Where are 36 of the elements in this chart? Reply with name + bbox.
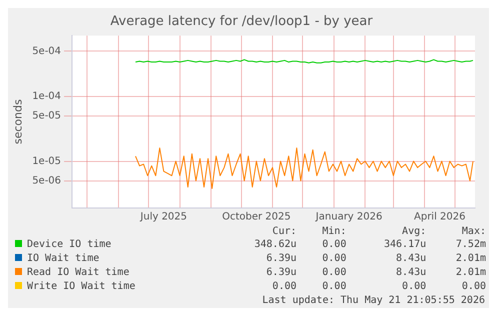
y-tick-label: 5e-04 xyxy=(32,46,62,57)
text: 0.00 xyxy=(321,266,346,280)
legend-label: IO Wait time xyxy=(26,252,100,266)
x-tick-label: April 2026 xyxy=(414,212,466,223)
text: Min: xyxy=(321,226,346,238)
text: 0.00 xyxy=(460,280,486,294)
y-tick-label: 1e-04 xyxy=(32,91,62,102)
y-tick-label: 1e-05 xyxy=(32,156,62,167)
legend-label: Read IO Wait time xyxy=(26,266,130,280)
text: 0.00 xyxy=(321,238,346,252)
text: 0.00 xyxy=(401,280,426,294)
text: 348.62u xyxy=(253,238,297,252)
text: Last update: Thu May 21 21:05:55 2026 xyxy=(261,294,486,308)
legend-label: Device IO time xyxy=(26,238,112,252)
text: 0.00 xyxy=(271,280,297,294)
text: 346.17u xyxy=(382,238,426,252)
text: 0.00 xyxy=(321,252,346,266)
y-tick-label: 5e-06 xyxy=(32,175,62,186)
x-tick-label: January 2026 xyxy=(314,212,382,223)
text: Avg: xyxy=(401,226,426,238)
text: 2.01m xyxy=(454,252,486,266)
text: 2.01m xyxy=(454,266,486,280)
text: Max: xyxy=(460,226,486,238)
chart-title: Average latency for /dev/loop1 - by year xyxy=(110,14,374,30)
text: 0.00 xyxy=(321,280,346,294)
text: 6.39u xyxy=(265,266,297,280)
text: 8.43u xyxy=(395,252,426,266)
x-tick-label: October 2025 xyxy=(222,212,291,223)
text: 7.52m xyxy=(454,238,486,252)
y-tick-label: 5e-05 xyxy=(32,110,62,122)
y-axis-title: seconds xyxy=(11,99,24,144)
text: 8.43u xyxy=(395,266,426,280)
text: 6.39u xyxy=(265,252,297,266)
x-tick-label: July 2025 xyxy=(139,212,188,223)
text: Cur: xyxy=(271,226,297,238)
legend-label: Write IO Wait time xyxy=(26,280,136,294)
